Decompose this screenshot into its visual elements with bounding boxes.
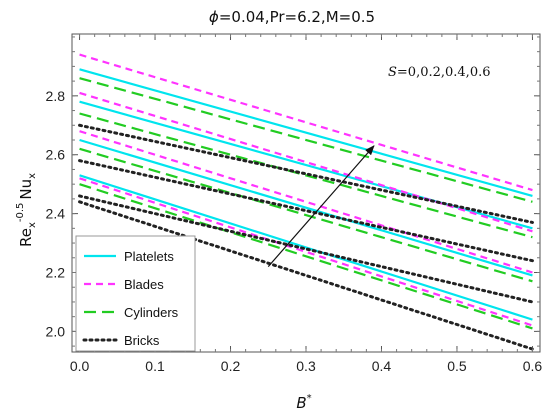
legend-label-platelets: Platelets [124,249,174,264]
axes-layer: 0.0 0.1 0.2 0.3 0.4 0.5 0.6 2.0 2.2 2.4 2.6 2.8 [46,33,543,374]
legend-label-cylinders: Cylinders [124,305,179,320]
series-cylinders-line-2 [79,147,533,283]
y-axis-label-nu-sub: x [27,173,38,179]
series-bricks-line-1 [78,159,534,263]
trend-arrow [267,145,375,268]
series-bricks-line-2 [78,194,534,304]
legend: Platelets Blades Cylinders Bricks [75,235,196,352]
x-axis-label-base: B [296,394,306,412]
series-blades-line-3 [79,177,533,327]
annotation-s-values: S=0,0.2,0.4,0.6 [388,65,491,80]
x-tick-label: 0.0 [70,358,90,374]
x-axis-label-sup: * [307,393,312,404]
chart-title: ϕ=0.04,Pr=6.2,M=0.5 [209,8,375,26]
series-layer [78,53,534,351]
series-platelets-line-3 [79,174,533,321]
x-tick-label: 0.1 [145,358,165,374]
y-tick-label: 2.0 [46,323,66,339]
y-tick-label: 2.4 [46,206,66,222]
series-bricks-line-3 [78,200,534,351]
series-cylinders-line-1 [79,112,533,239]
series-cylinders-line-0 [79,77,533,203]
series-blades-line-0 [79,53,533,192]
y-tick-label: 2.6 [46,147,66,163]
x-tick-label: 0.5 [447,358,467,374]
y-tick-label: 2.8 [46,88,66,104]
legend-label-blades: Blades [124,277,164,292]
series-platelets-line-1 [79,100,533,230]
series-bricks-line-0 [78,123,534,224]
annotation-s-list: =0,0.2,0.4,0.6 [397,65,491,80]
annotation-s-var: S [388,65,397,80]
series-platelets-line-0 [79,68,533,198]
series-blades-line-1 [79,91,533,233]
x-axis-label: B* [296,393,311,412]
x-tick-label: 0.6 [523,358,543,374]
y-axis-label-re-sub: x [27,222,38,228]
y-axis-label-nu: Nu [17,179,35,200]
series-platelets-line-2 [79,138,533,277]
y-axis-label-re-sup: -0.5 [15,203,26,223]
x-tick-label: 0.3 [296,358,316,374]
y-axis-label-re: Re [17,228,35,247]
chart-title-phi: ϕ [209,8,219,26]
y-tick-label: 2.2 [46,265,66,281]
y-axis-label: Rex-0.5Nux [15,173,38,247]
legend-label-bricks: Bricks [124,333,160,348]
x-tick-label: 0.4 [372,358,392,374]
chart-title-params: =0.04,Pr=6.2,M=0.5 [219,8,375,26]
x-tick-label: 0.2 [221,358,241,374]
series-cylinders-line-3 [79,183,533,330]
